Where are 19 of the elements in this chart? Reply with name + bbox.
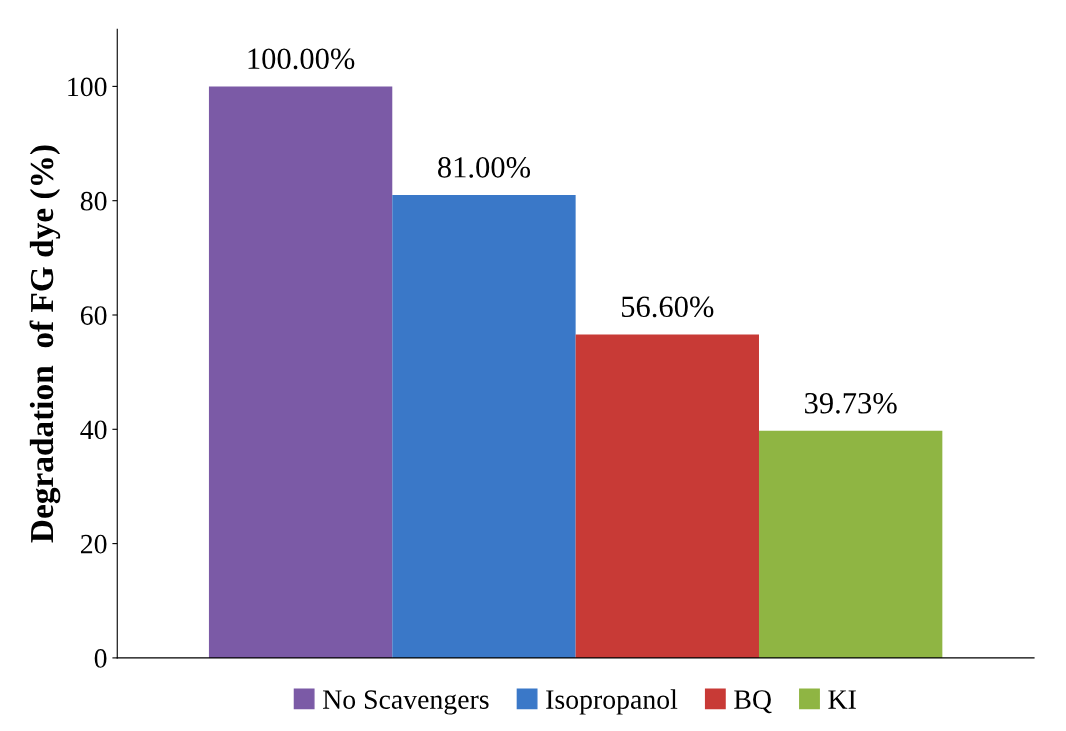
data-label: 100.00%: [248, 48, 355, 70]
data-label: 39.73%: [805, 392, 897, 414]
bar: [758, 430, 943, 658]
y-tick-label: 0: [94, 649, 107, 668]
data-label: 56.60%: [621, 296, 714, 318]
legend-label: KI: [828, 690, 856, 709]
bar: [575, 334, 759, 658]
bar: [208, 86, 393, 658]
legend-label: No Scavengers: [323, 690, 489, 715]
bar: [392, 194, 576, 658]
y-tick-label: 40: [80, 420, 107, 440]
y-tick-label: 100: [68, 77, 107, 97]
y-tick-label: 20: [80, 534, 107, 554]
y-tick-label: 80: [80, 191, 107, 211]
y-axis-title: Degradation of FG dye (%): [29, 145, 61, 543]
y-tick-label: 60: [80, 306, 107, 325]
legend-label: Isopropanol: [546, 689, 678, 715]
data-label: 81.00%: [438, 157, 531, 178]
legend-label: BQ: [734, 690, 772, 714]
